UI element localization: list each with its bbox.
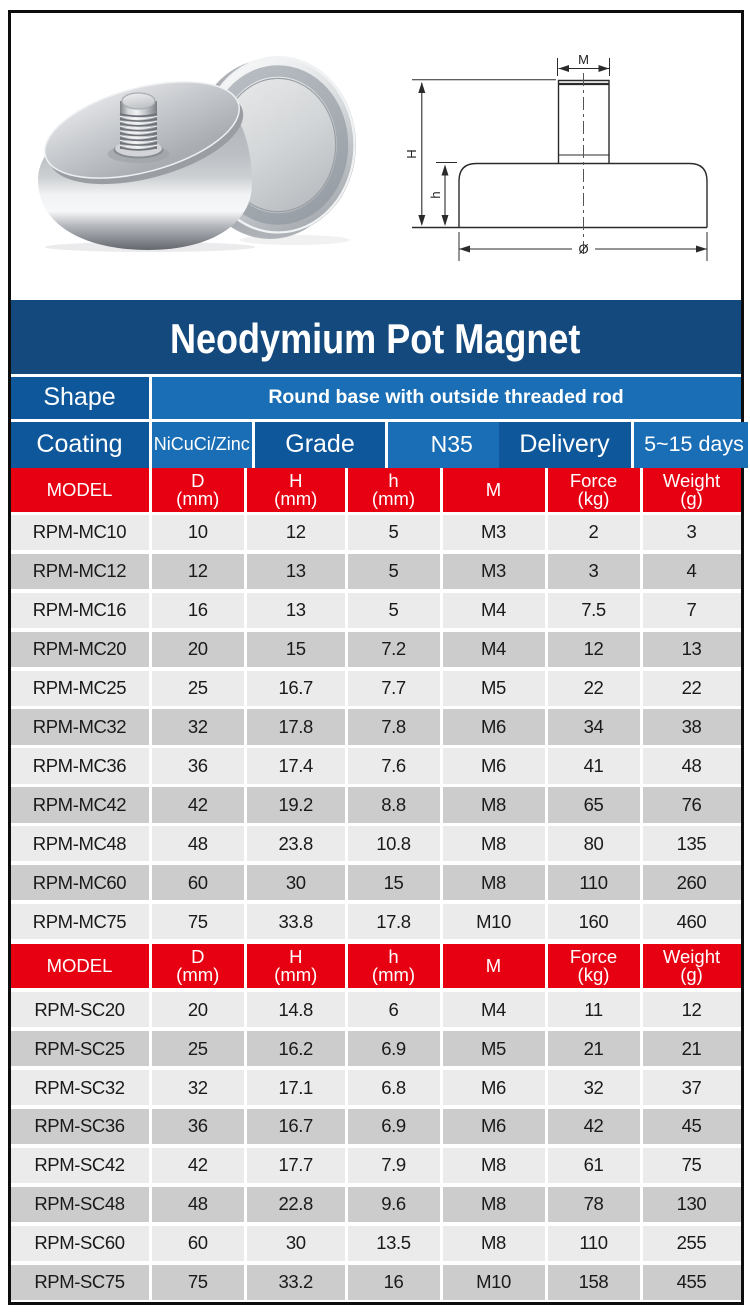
svg-text:h: h bbox=[428, 191, 443, 198]
svg-text:M: M bbox=[578, 52, 589, 67]
svg-text:H: H bbox=[404, 149, 419, 158]
svg-text:Ø: Ø bbox=[578, 242, 588, 257]
